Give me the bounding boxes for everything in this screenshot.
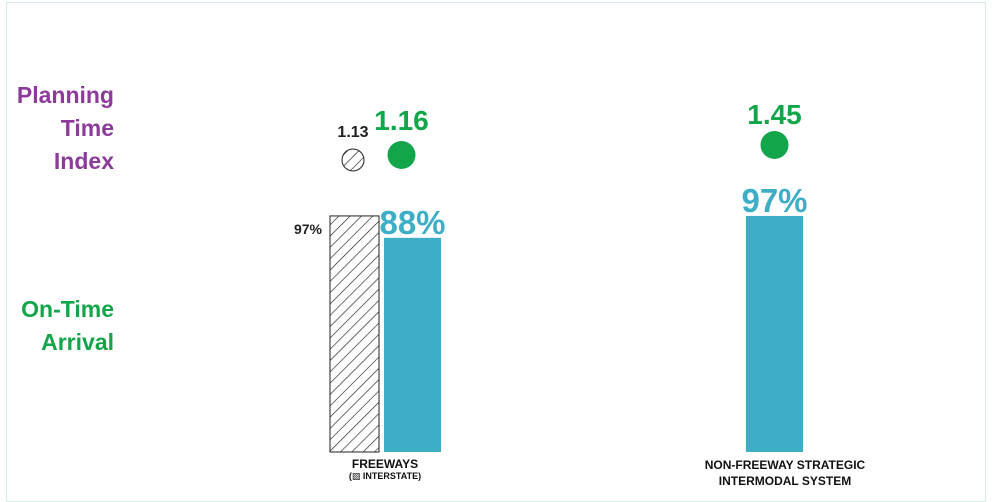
pti-dot-solid-1 — [760, 131, 789, 159]
planning-time-index-label: Planning Time Index — [6, 79, 114, 178]
pti-label-line-3: Index — [53, 148, 114, 174]
on-time-label-interstate-0: 97% — [294, 221, 323, 237]
category-label-non-freeway-sis: NON-FREEWAY STRATEGIC INTERMODAL SYSTEM — [680, 457, 890, 489]
pti-label-line-2: Time — [60, 115, 114, 141]
pti-label-interstate-0: 1.13 — [337, 124, 368, 141]
pti-label-solid-0: 1.16 — [374, 105, 429, 136]
on-time-arrival-label: On-Time Arrival — [6, 293, 114, 359]
category-sublabel-interstate: (▨ INTERSTATE) — [348, 471, 422, 481]
on-time-label-solid-1: 97% — [741, 182, 807, 219]
on-time-label-solid-0: 88% — [379, 204, 445, 241]
category-name-freeways: FREEWAYS — [351, 457, 419, 471]
ota-label-line-2: Arrival — [41, 329, 114, 355]
bar-solid-0 — [384, 237, 441, 452]
pti-dot-solid-0 — [387, 141, 416, 169]
pti-label-solid-1: 1.45 — [747, 99, 802, 130]
chart-frame — [6, 2, 986, 502]
pti-label-line-1: Planning — [16, 82, 114, 108]
bar-interstate-0 — [329, 215, 380, 453]
bar-solid-1 — [746, 215, 803, 452]
category-label-freeways: FREEWAYS (▨ INTERSTATE) — [330, 457, 440, 482]
pti-dot-interstate-0 — [341, 148, 365, 172]
ota-label-line-1: On-Time — [21, 296, 114, 322]
category-name-non-freeway-sis: NON-FREEWAY STRATEGIC INTERMODAL SYSTEM — [704, 458, 866, 488]
